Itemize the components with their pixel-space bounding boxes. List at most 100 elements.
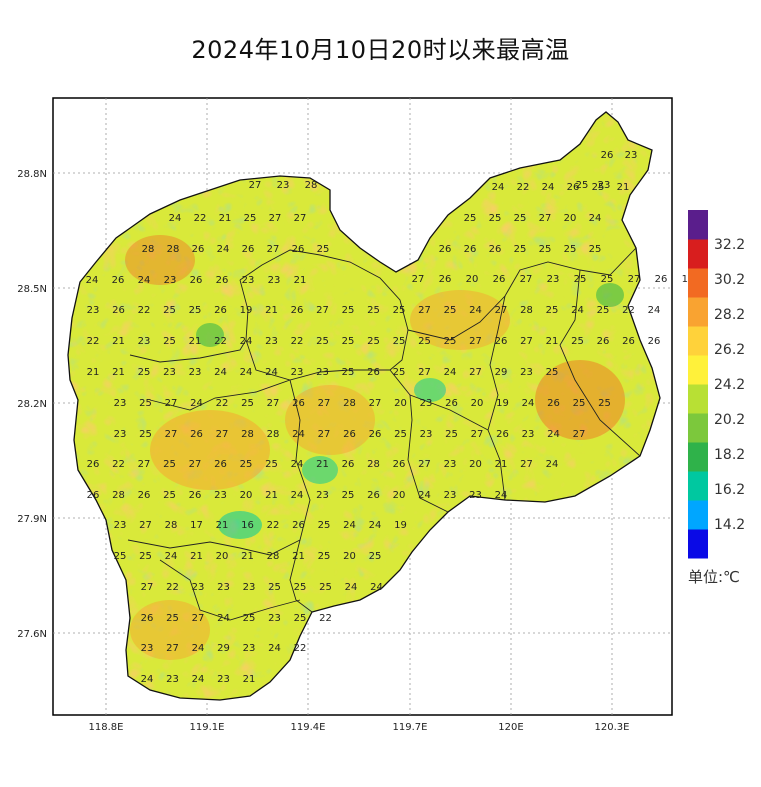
station-value: 25 [589,244,602,255]
station-value: 25 [243,613,256,624]
station-value: 25 [574,274,587,285]
station-value: 25 [138,367,151,378]
station-value: 24 [370,582,383,593]
station-value: 27 [267,398,280,409]
station-value: 29 [495,367,508,378]
station-value: 24 [217,613,230,624]
station-value: 27 [369,398,382,409]
station-value: 26 [655,274,668,285]
lon-tick-label: 119.1E [190,722,225,733]
station-value: 28 [112,490,125,501]
legend-swatch [688,355,708,385]
station-value: 25 [342,336,355,347]
station-value: 26 [192,244,205,255]
station-value: 23 [420,429,433,440]
station-value: 26 [369,429,382,440]
station-value: 25 [367,336,380,347]
station-value: 28 [267,551,280,562]
station-value: 25 [163,305,176,316]
station-value: 23 [268,613,281,624]
station-value: 26 [622,336,635,347]
station-value: 24 [492,182,505,193]
station-value: 23 [243,643,256,654]
station-value: 26 [439,244,452,255]
station-value: 23 [189,367,202,378]
station-value: 24 [495,490,508,501]
station-value: 20 [466,274,479,285]
station-value: 25 [244,213,257,224]
station-value: 23 [141,643,154,654]
station-value: 21 [216,520,229,531]
station-value: 26 [343,429,356,440]
station-value: 24 [240,367,253,378]
legend-label: 26.2 [714,342,745,358]
station-value: 26 [648,336,661,347]
station-value: 22 [294,643,307,654]
legend-label: 20.2 [714,412,745,428]
station-value: 25 [601,274,614,285]
station-value: 20 [240,490,253,501]
station-value: 24 [291,459,304,470]
station-value: 24 [546,459,559,470]
map-title: 2024年10月10日20时以来最高温 [191,36,570,64]
station-value: 25 [546,305,559,316]
station-value: 25 [294,582,307,593]
station-value: 25 [369,551,382,562]
station-value: 27 [166,643,179,654]
station-value: 20 [393,490,406,501]
station-value: 27 [539,213,552,224]
station-value: 23 [277,180,290,191]
station-value: 23 [242,275,255,286]
station-value: 25 [394,429,407,440]
station-value: 27 [520,336,533,347]
station-value: 26 [445,398,458,409]
legend-label: 16.2 [714,482,745,498]
lat-tick-label: 28.8N [17,169,47,180]
station-value: 25 [393,367,406,378]
station-value: 26 [291,305,304,316]
station-value: 23 [268,275,281,286]
station-value: 28 [367,459,380,470]
station-value: 25 [166,613,179,624]
station-value: 27 [628,274,641,285]
legend-swatch [688,413,708,443]
station-value: 24 [542,182,555,193]
legend-swatch [688,500,708,530]
station-value: 23 [316,367,329,378]
station-value: 27 [469,367,482,378]
station-value: 25 [319,582,332,593]
station-value: 22 [622,305,635,316]
legend-swatch [688,384,708,414]
station-value: 25 [393,305,406,316]
station-value: 22 [517,182,530,193]
station-value: 24 [444,367,457,378]
station-value: 25 [318,520,331,531]
station-value: 26 [342,459,355,470]
station-value: 24 [138,275,151,286]
station-value: 23 [192,582,205,593]
station-value: 27 [192,613,205,624]
station-value: 25 [489,213,502,224]
station-value: 23 [138,336,151,347]
station-value: 21 [316,459,329,470]
lon-tick-label: 119.7E [393,722,428,733]
station-value: 25 [317,244,330,255]
station-value: 21 [87,367,100,378]
station-value: 19 [394,520,407,531]
station-value: 27 [469,336,482,347]
station-value: 24 [217,244,230,255]
station-value: 25 [342,490,355,501]
station-value: 21 [189,336,202,347]
station-value: 27 [216,429,229,440]
station-value: 26 [495,336,508,347]
station-value: 27 [573,429,586,440]
station-value: 27 [495,305,508,316]
station-value: 23 [114,398,127,409]
legend-colorbar [688,210,708,559]
station-value: 25 [571,336,584,347]
lat-tick-label: 28.2N [17,399,47,410]
station-value: 25 [393,336,406,347]
station-value: 19 [496,398,509,409]
station-value: 25 [241,398,254,409]
